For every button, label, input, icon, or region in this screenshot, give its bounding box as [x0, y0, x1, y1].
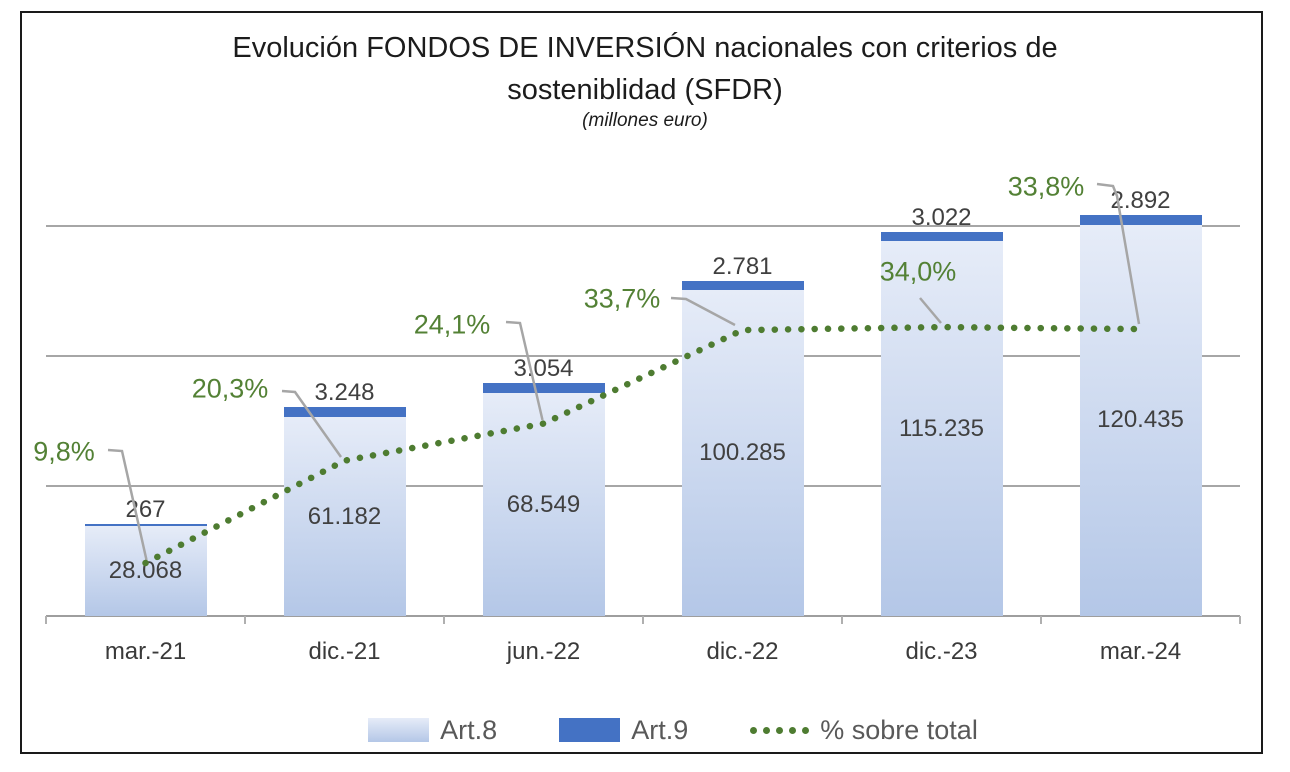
art8-value-label: 115.235: [899, 414, 984, 442]
art9-value-label: 2.781: [712, 253, 773, 281]
art9-value-label: 267: [125, 495, 166, 523]
pct-label: 34,0%: [879, 256, 957, 287]
pct-label: 20,3%: [191, 373, 269, 404]
pct-label: 9,8%: [33, 436, 95, 467]
art8-swatch-icon: [368, 718, 430, 742]
bar-art9-segment: [681, 281, 804, 291]
x-axis-tick: [1040, 616, 1042, 624]
x-axis-tick: [244, 616, 246, 624]
category-label: mar.-24: [1099, 638, 1182, 665]
bar-art9-segment: [482, 383, 605, 394]
art9-swatch-icon: [559, 718, 621, 742]
art8-value-label: 68.549: [506, 490, 581, 518]
x-axis-tick: [45, 616, 47, 624]
category-label: mar.-21: [104, 638, 187, 665]
bar-art9-segment: [880, 231, 1003, 242]
art8-value-label: 120.435: [1097, 406, 1184, 434]
chart-subtitle: (millones euro): [582, 110, 708, 131]
category-label: dic.-21: [308, 638, 381, 665]
pct-label: 33,8%: [1007, 171, 1085, 202]
x-axis-tick: [841, 616, 843, 624]
art9-value-label: 2.892: [1110, 187, 1171, 215]
x-axis-tick: [1239, 616, 1241, 624]
bar-art9-segment: [283, 406, 406, 418]
chart-title: Evolución FONDOS DE INVERSIÓN nacionales…: [0, 27, 1290, 111]
category-label: jun.-22: [506, 638, 581, 665]
chart-title-line2: sosteniblidad (SFDR): [507, 74, 783, 106]
x-axis-tick: [642, 616, 644, 624]
legend-label-pct: % sobre total: [820, 714, 978, 745]
art8-value-label: 100.285: [699, 439, 786, 467]
legend: Art.8 Art.9 % sobre total: [28, 708, 1290, 752]
legend-item-art8: Art.8: [368, 715, 497, 746]
dotted-line-swatch-icon: [750, 726, 810, 734]
art8-value-label: 61.182: [307, 502, 382, 530]
pct-label: 24,1%: [413, 309, 491, 340]
legend-label-art9: Art.9: [631, 714, 689, 745]
legend-item-art9: Art.9: [559, 715, 688, 746]
bar-art9-segment: [1079, 215, 1202, 225]
art9-value-label: 3.054: [513, 355, 574, 383]
art8-value-label: 28.068: [108, 557, 183, 585]
gridline: [46, 225, 1240, 227]
category-label: dic.-22: [706, 638, 779, 665]
gridline: [46, 355, 1240, 357]
art9-value-label: 3.248: [314, 378, 375, 406]
legend-label-art8: Art.8: [440, 714, 498, 745]
category-label: dic.-23: [905, 638, 978, 665]
legend-item-pct: % sobre total: [750, 715, 978, 746]
x-axis-tick: [443, 616, 445, 624]
pct-label: 33,7%: [583, 283, 661, 314]
gridline: [46, 485, 1240, 487]
chart-title-line1: Evolución FONDOS DE INVERSIÓN nacionales…: [232, 32, 1058, 64]
art9-value-label: 3.022: [911, 203, 972, 231]
